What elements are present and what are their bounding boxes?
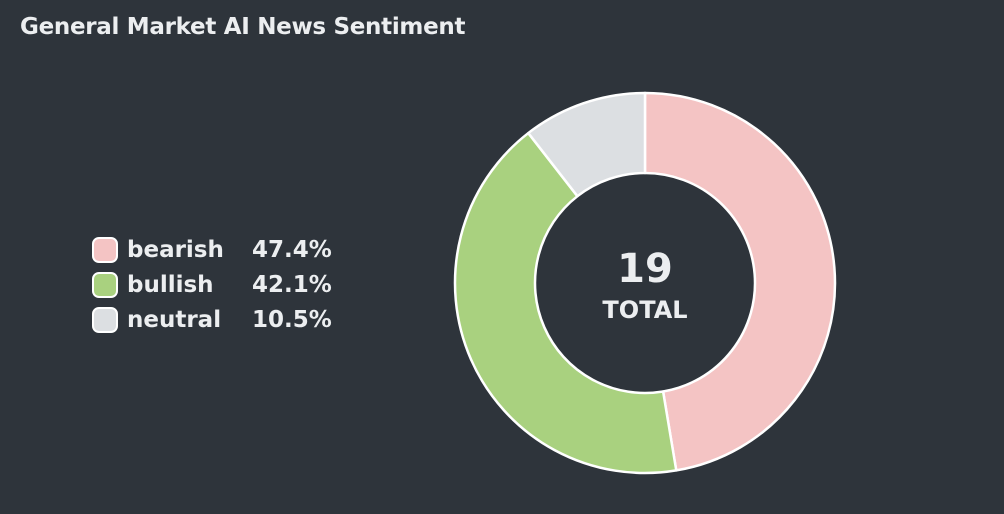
legend-item-bearish[interactable]: bearish 47.4% <box>92 232 332 267</box>
legend-swatch-bearish <box>92 236 118 263</box>
chart-title: General Market AI News Sentiment <box>20 14 466 40</box>
legend-item-neutral[interactable]: neutral 10.5% <box>92 302 332 337</box>
legend-value-bullish: 42.1% <box>252 271 332 298</box>
legend-label-bullish: bullish <box>127 271 214 298</box>
slice-neutral[interactable] <box>527 91 647 198</box>
legend-label-bearish: bearish <box>127 236 224 263</box>
legend-swatch-neutral <box>92 306 118 333</box>
total-label: TOTAL <box>602 296 687 324</box>
slice-bullish[interactable] <box>453 131 678 475</box>
legend-label-neutral: neutral <box>127 306 222 333</box>
legend: bearish 47.4% bullish 42.1% neutral 10.5… <box>92 232 332 337</box>
total-count: 19 <box>617 246 673 292</box>
legend-value-neutral: 10.5% <box>252 306 332 333</box>
legend-item-bullish[interactable]: bullish 42.1% <box>92 267 332 302</box>
legend-value-bearish: 47.4% <box>252 236 332 263</box>
slice-bearish[interactable] <box>643 91 837 472</box>
donut-chart: 19 TOTAL <box>453 91 837 475</box>
donut-slices <box>453 91 837 475</box>
legend-swatch-bullish <box>92 271 118 298</box>
